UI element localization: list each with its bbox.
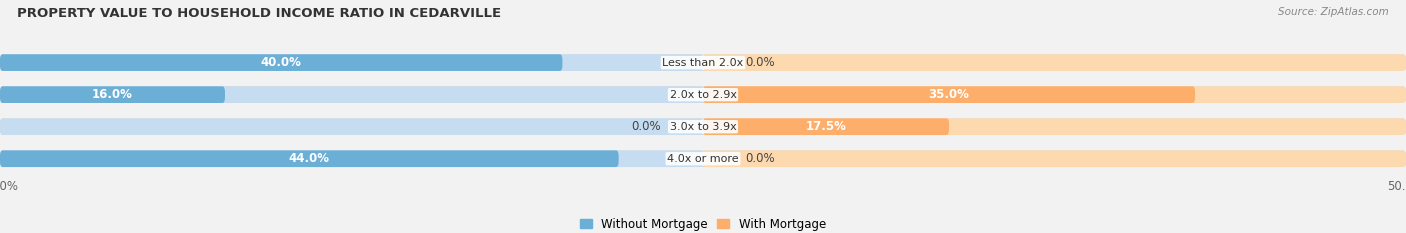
FancyBboxPatch shape — [703, 118, 949, 135]
Text: PROPERTY VALUE TO HOUSEHOLD INCOME RATIO IN CEDARVILLE: PROPERTY VALUE TO HOUSEHOLD INCOME RATIO… — [17, 7, 501, 20]
FancyBboxPatch shape — [0, 86, 703, 103]
FancyBboxPatch shape — [0, 151, 619, 167]
FancyBboxPatch shape — [0, 87, 1406, 102]
FancyBboxPatch shape — [0, 54, 562, 71]
Text: 0.0%: 0.0% — [745, 152, 775, 165]
FancyBboxPatch shape — [703, 118, 1406, 135]
FancyBboxPatch shape — [703, 86, 1195, 103]
Text: 17.5%: 17.5% — [806, 120, 846, 133]
Text: 0.0%: 0.0% — [631, 120, 661, 133]
Legend: Without Mortgage, With Mortgage: Without Mortgage, With Mortgage — [575, 213, 831, 233]
FancyBboxPatch shape — [0, 151, 1406, 166]
Text: Source: ZipAtlas.com: Source: ZipAtlas.com — [1278, 7, 1389, 17]
FancyBboxPatch shape — [0, 54, 703, 71]
FancyBboxPatch shape — [703, 151, 1406, 167]
Text: 40.0%: 40.0% — [260, 56, 302, 69]
FancyBboxPatch shape — [0, 55, 1406, 70]
FancyBboxPatch shape — [0, 119, 1406, 134]
FancyBboxPatch shape — [0, 151, 703, 167]
Text: 2.0x to 2.9x: 2.0x to 2.9x — [669, 90, 737, 100]
Text: 0.0%: 0.0% — [745, 56, 775, 69]
Text: 4.0x or more: 4.0x or more — [668, 154, 738, 164]
Text: Less than 2.0x: Less than 2.0x — [662, 58, 744, 68]
Text: 35.0%: 35.0% — [928, 88, 970, 101]
FancyBboxPatch shape — [0, 86, 225, 103]
Text: 44.0%: 44.0% — [288, 152, 330, 165]
Text: 3.0x to 3.9x: 3.0x to 3.9x — [669, 122, 737, 132]
Text: 16.0%: 16.0% — [91, 88, 134, 101]
FancyBboxPatch shape — [703, 86, 1406, 103]
FancyBboxPatch shape — [703, 54, 1406, 71]
FancyBboxPatch shape — [0, 118, 703, 135]
